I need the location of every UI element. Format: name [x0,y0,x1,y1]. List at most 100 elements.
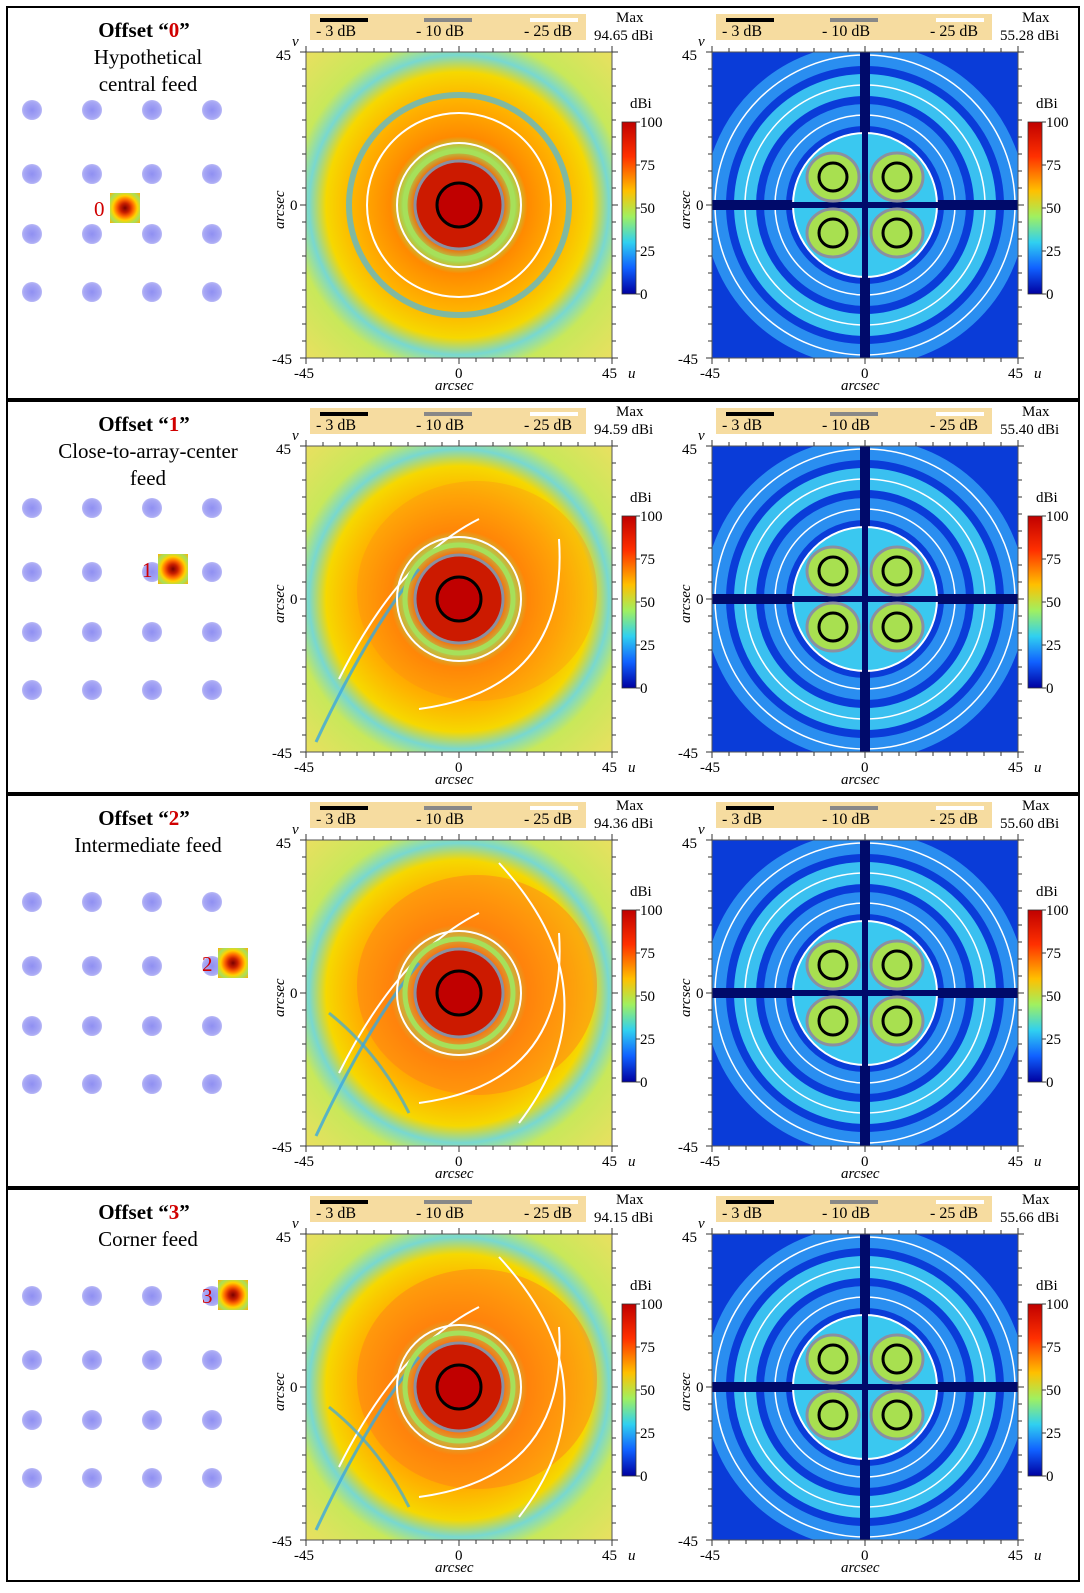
feed-description: Intermediate feed [74,833,222,857]
svg-text:arcsec: arcsec [435,1166,474,1182]
svg-text:u: u [1034,760,1042,776]
svg-text:45: 45 [602,1154,617,1170]
offset-number: 3 [168,1200,180,1224]
svg-text:0: 0 [640,287,648,303]
array-element [202,1074,222,1094]
svg-text:- 3 dB: - 3 dB [722,811,762,828]
array-element [82,956,102,976]
svg-text:arcsec: arcsec [435,1560,474,1576]
svg-text:45: 45 [682,1230,697,1246]
offset-title-prefix: Offset “ [98,1200,169,1224]
svg-text:45: 45 [1008,1548,1023,1564]
svg-text:0: 0 [1046,1469,1054,1485]
crosspolar-pattern-plot: - 3 dB - 10 dB - 25 dB v Max 55.28 dBi 45 0 -45-… [676,8,1069,394]
svg-text:- 10 dB: - 10 dB [822,417,870,434]
array-element [82,562,102,582]
colorbar [621,909,637,1083]
svg-text:45: 45 [276,48,291,64]
copolar-map-svg: - 3 dB - 10 dB - 25 dB v Max 94.65 dBi 45 0 -45-… [272,10,663,394]
offset-number: 2 [168,806,180,830]
array-element [22,498,42,518]
array-element [82,498,102,518]
svg-text:-45: -45 [700,1548,720,1564]
offset-title: Offset “1” [8,412,280,436]
svg-text:dBi: dBi [1036,884,1058,900]
svg-text:u: u [628,1548,636,1564]
svg-text:50: 50 [640,1383,655,1399]
array-element [202,622,222,642]
svg-text:Max: Max [1022,1192,1050,1208]
svg-text:arcsec: arcsec [678,1372,694,1411]
svg-text:dBi: dBi [630,1278,652,1294]
svg-text:25: 25 [640,1426,655,1442]
svg-text:45: 45 [276,1230,291,1246]
feed-description: Hypothetical [93,45,203,69]
array-element [202,164,222,184]
array-element [142,100,162,120]
svg-text:-45: -45 [272,1140,292,1156]
svg-text:25: 25 [640,1032,655,1048]
svg-text:94.15 dBi: 94.15 dBi [594,1210,653,1226]
svg-text:arcsec: arcsec [678,978,694,1017]
colorbar [1027,1303,1043,1477]
crosspolar-map-svg: - 3 dB - 10 dB - 25 dB v Max 55.66 dBi 45 0 -45-… [678,1192,1069,1576]
array-element [82,282,102,302]
svg-text:100: 100 [1046,115,1069,131]
svg-text:arcsec: arcsec [678,584,694,623]
svg-text:-45: -45 [678,1534,698,1550]
offset-number: 1 [168,412,180,436]
svg-text:- 3 dB: - 3 dB [316,417,356,434]
feed-array-panel: Offset “2” Intermediate feed 2 [8,796,280,1186]
offset-row-3: Offset “3” Corner feed 3- 3 dB - 10 dB - 25 … [6,1188,1080,1582]
copolar-map-svg: - 3 dB - 10 dB - 25 dB v Max 94.36 dBi 45 0 -45-… [272,798,663,1182]
svg-text:-45: -45 [294,1548,314,1564]
svg-text:- 25 dB: - 25 dB [930,23,978,40]
offset-title: Offset “0” [8,18,280,42]
svg-text:-45: -45 [678,352,698,368]
svg-text:0: 0 [1046,681,1054,697]
svg-text:94.59 dBi: 94.59 dBi [594,422,653,438]
svg-text:25: 25 [1046,1426,1061,1442]
svg-text:dBi: dBi [630,884,652,900]
svg-text:dBi: dBi [1036,490,1058,506]
array-element [142,1286,162,1306]
svg-text:- 10 dB: - 10 dB [416,811,464,828]
svg-text:u: u [628,760,636,776]
feed-description: Corner feed [98,1227,198,1251]
crosspolar-map-svg: - 3 dB - 10 dB - 25 dB v Max 55.60 dBi 45 0 -45-… [678,798,1069,1182]
array-element [142,956,162,976]
svg-text:100: 100 [640,509,663,525]
copolar-map-svg: - 3 dB - 10 dB - 25 dB v Max 94.59 dBi 45 0 -45-… [272,404,663,788]
array-element [22,956,42,976]
colorbar [621,515,637,689]
colorbar [1027,121,1043,295]
svg-text:100: 100 [1046,1297,1069,1313]
svg-text:45: 45 [602,760,617,776]
array-element [142,622,162,642]
svg-text:0: 0 [455,366,463,382]
svg-text:arcsec: arcsec [841,1166,880,1182]
svg-text:dBi: dBi [1036,1278,1058,1294]
svg-text:45: 45 [276,442,291,458]
svg-text:dBi: dBi [630,490,652,506]
offset-number: 0 [168,18,180,42]
svg-text:v: v [292,822,299,838]
array-element [82,224,102,244]
svg-text:0: 0 [290,1380,298,1396]
svg-text:0: 0 [1046,287,1054,303]
array-element [22,1468,42,1488]
array-element [82,1016,102,1036]
colorbar [1027,909,1043,1083]
array-element [142,282,162,302]
crosspolar-pattern-plot: - 3 dB - 10 dB - 25 dB v Max 55.66 dBi 45 0 -45-… [676,1190,1069,1576]
svg-text:v: v [292,34,299,50]
array-element [202,680,222,700]
svg-text:0: 0 [696,986,704,1002]
svg-text:- 3 dB: - 3 dB [316,1205,356,1222]
array-element [82,622,102,642]
svg-text:45: 45 [602,1548,617,1564]
svg-text:100: 100 [1046,903,1069,919]
svg-text:- 3 dB: - 3 dB [722,417,762,434]
array-element [142,1410,162,1430]
feed-label: 1 [142,558,153,582]
